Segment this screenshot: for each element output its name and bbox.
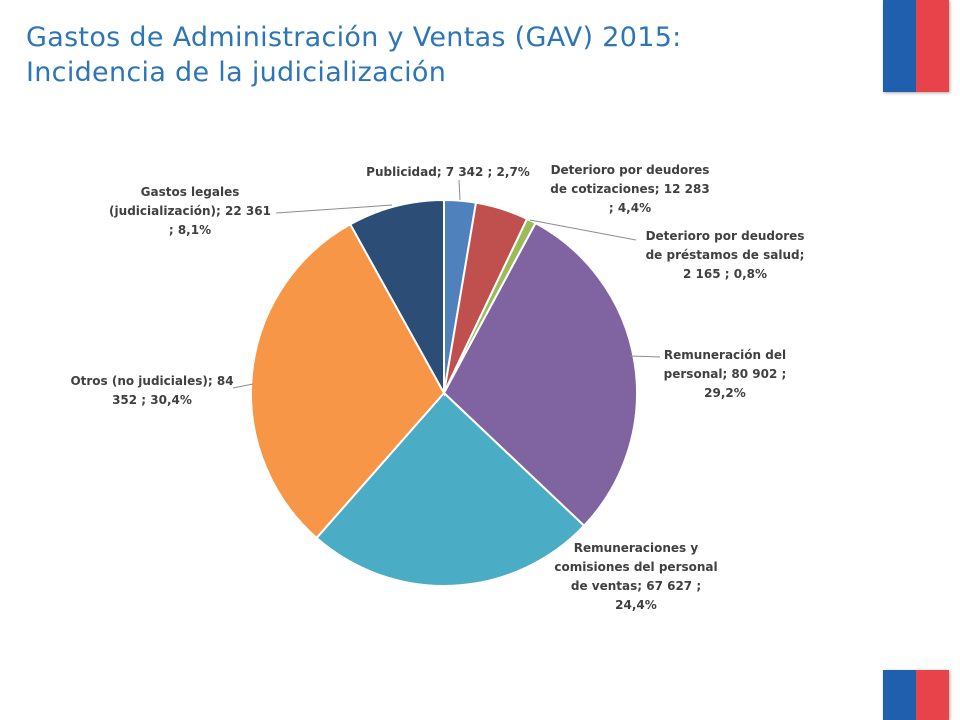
pie-slice-6 <box>348 198 445 397</box>
title-line-1: Gastos de Administración y Ventas (GAV) … <box>26 22 682 53</box>
data-label-1-line-1: de cotizaciones; 12 283 <box>550 182 709 196</box>
data-label-1: Deterioro por deudores de cotizaciones; 1… <box>550 163 709 215</box>
data-label-2-line-2: 2 165 ; 0,8% <box>683 267 767 281</box>
data-label-4: Remuneraciones y comisiones del personal d… <box>554 541 717 612</box>
data-label-0: Publicidad; 7 342 ; 2,7% <box>366 165 530 179</box>
data-label-3-line-0: Remuneración del <box>664 348 786 362</box>
data-label-1-line-0: Deterioro por deudores <box>551 163 710 177</box>
data-label-3-line-2: 29,2% <box>704 386 746 400</box>
leader-line-2 <box>529 219 637 241</box>
title-line-2: Incidencia de la judicialización <box>26 57 447 88</box>
leader-line-0 <box>458 179 461 201</box>
data-label-5-line-0: Otros (no judiciales); 84 <box>70 374 233 388</box>
data-label-6-line-0: Gastos legales <box>141 185 240 199</box>
leader-line-3 <box>629 355 661 358</box>
data-label-3: Remuneración del personal; 80 902 ; 29,2% <box>664 348 787 400</box>
data-label-2-line-1: de préstamos de salud; <box>646 248 805 262</box>
data-label-4-line-2: de ventas; 67 627 ; <box>571 579 701 593</box>
data-label-4-line-1: comisiones del personal <box>554 560 717 574</box>
leader-line-6 <box>275 204 393 214</box>
data-label-6-line-1: (judicialización); 22 361 <box>109 204 271 218</box>
data-label-4-line-3: 24,4% <box>615 598 657 612</box>
data-label-6: Gastos legales (judicialización); 22 361;… <box>109 185 271 237</box>
leader-line-5 <box>232 383 254 389</box>
data-label-5-line-1: 352 ; 30,4% <box>112 393 192 407</box>
chile-flag-logo-top <box>883 0 949 92</box>
data-label-6-line-2: ; 8,1% <box>169 223 211 237</box>
data-label-2-line-0: Deterioro por deudores <box>646 229 805 243</box>
page-title: Gastos de Administración y Ventas (GAV) … <box>26 20 826 90</box>
pie-slice-5 <box>250 222 446 540</box>
chile-flag-logo-bottom <box>883 670 949 720</box>
data-label-0-line-0: Publicidad; 7 342 ; 2,7% <box>366 165 530 179</box>
data-label-5: Otros (no judiciales); 84 352 ; 30,4% <box>70 374 233 407</box>
data-label-1-line-2: ; 4,4% <box>609 201 651 215</box>
data-label-2: Deterioro por deudores de préstamos de sa… <box>646 229 805 281</box>
data-label-4-line-0: Remuneraciones y <box>574 541 699 555</box>
pie-slice-3 <box>442 221 638 528</box>
data-label-3-line-1: personal; 80 902 ; <box>664 367 787 381</box>
pie-slice-4 <box>315 391 586 587</box>
